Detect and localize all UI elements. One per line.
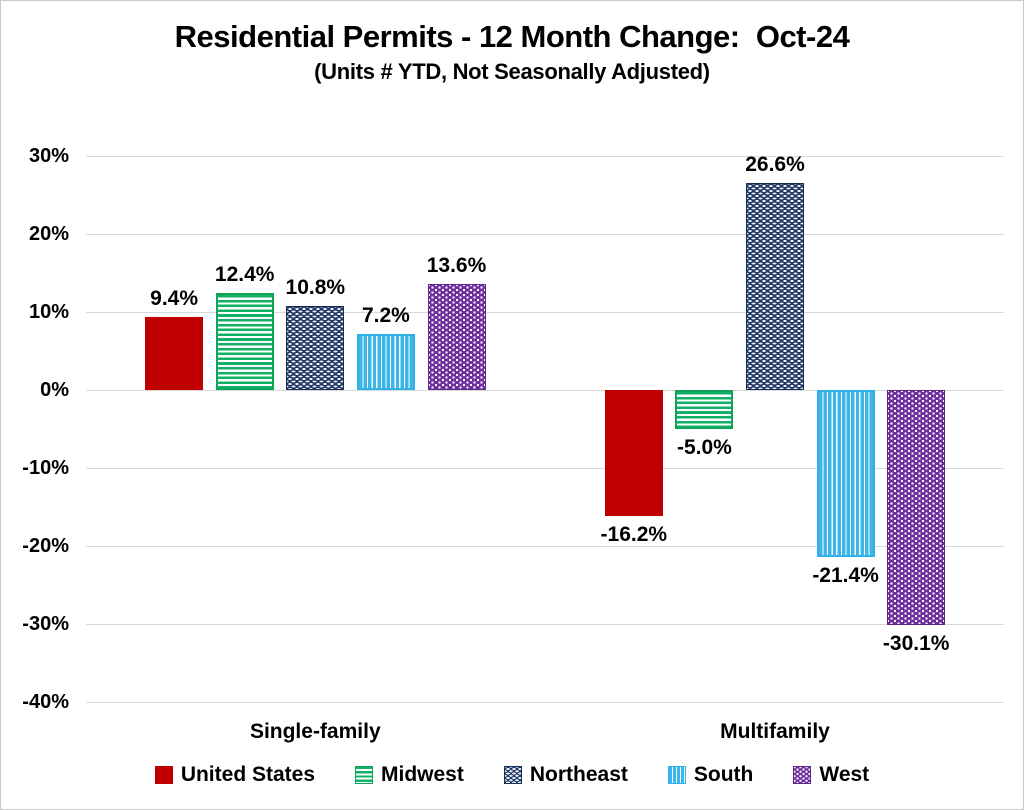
- bar-value-label: 10.8%: [285, 275, 346, 299]
- bar-multifamily-united-states: [604, 390, 663, 517]
- bar-value-label: 13.6%: [426, 253, 487, 277]
- bar-single-family-midwest: [215, 293, 274, 390]
- gridline: [86, 389, 1004, 391]
- legend-swatch-northeast-icon: [503, 766, 522, 784]
- bar-multifamily-northeast: [746, 182, 804, 390]
- gridline: [86, 545, 1004, 547]
- y-axis-tick-label: 30%: [28, 145, 69, 167]
- y-axis-tick-label: 20%: [28, 223, 69, 245]
- gridline: [86, 311, 1004, 313]
- gridline: [86, 155, 1004, 157]
- legend-label: Midwest: [381, 763, 464, 786]
- x-axis-category-label-single-family: Single-family: [249, 720, 381, 743]
- bar-value-label: 26.6%: [745, 152, 805, 176]
- legend-label: United States: [180, 763, 316, 786]
- legend-label: South: [693, 763, 754, 786]
- bar-value-label: -5.0%: [676, 436, 732, 459]
- bar-single-family-united-states: [145, 316, 204, 390]
- bar-value-label: 7.2%: [361, 303, 410, 327]
- legend-label: West: [819, 763, 870, 786]
- bar-single-family-south: [356, 333, 415, 390]
- legend-label: Northeast: [529, 763, 628, 786]
- legend: United States Midwest Northeast South West: [1, 763, 1023, 787]
- bar-value-label: 9.4%: [150, 286, 199, 310]
- legend-item-united-states: United States: [154, 763, 316, 787]
- gridline: [86, 623, 1004, 625]
- bar-value-label: 12.4%: [214, 263, 275, 287]
- chart-title: Residential Permits - 12 Month Change: O…: [174, 19, 850, 54]
- legend-swatch-united-states-icon: [154, 766, 173, 784]
- y-axis-tick-label: -30%: [22, 613, 69, 635]
- bar-multifamily-midwest: [675, 390, 734, 429]
- legend-item-northeast: Northeast: [503, 763, 628, 787]
- gridline: [86, 233, 1004, 235]
- y-axis-tick-label: 10%: [28, 301, 69, 323]
- legend-item-midwest: Midwest: [355, 763, 464, 787]
- legend-swatch-midwest-icon: [355, 766, 374, 784]
- legend-swatch-south-icon: [667, 766, 686, 784]
- legend-item-west: West: [793, 763, 869, 787]
- y-axis-tick-label: 0%: [40, 379, 69, 401]
- bar-value-label: -16.2%: [600, 523, 668, 547]
- x-axis-category-label-multifamily: Multifamily: [720, 720, 830, 743]
- bar-single-family-northeast: [286, 305, 345, 390]
- gridline: [86, 467, 1004, 469]
- y-axis-tick-label: -20%: [22, 535, 69, 557]
- y-axis-tick-label: -10%: [22, 457, 69, 479]
- bar-multifamily-west: [887, 390, 946, 625]
- bar-multifamily-south: [816, 390, 875, 557]
- chart-subtitle: (Units # YTD, Not Seasonally Adjusted): [314, 59, 710, 84]
- legend-item-south: South: [667, 763, 754, 787]
- bar-single-family-west: [427, 283, 486, 390]
- gridline: [86, 701, 1004, 703]
- bar-value-label: -21.4%: [812, 563, 879, 587]
- bar-value-label: -30.1%: [882, 631, 950, 655]
- y-axis-tick-label: -40%: [22, 691, 69, 713]
- legend-swatch-west-icon: [793, 766, 812, 784]
